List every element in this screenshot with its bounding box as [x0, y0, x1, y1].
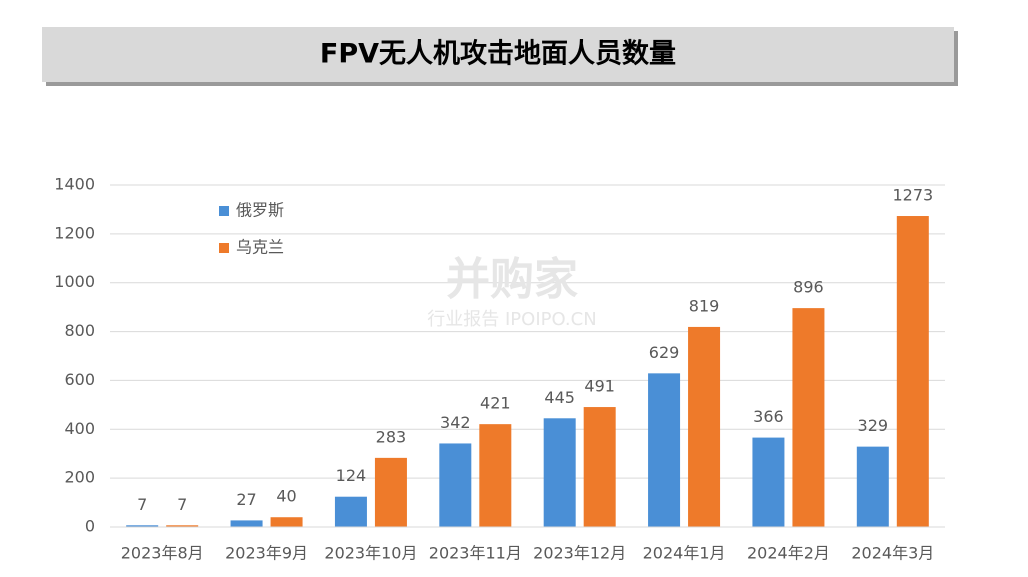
x-tick-label: 2024年3月	[851, 544, 934, 563]
value-label: 819	[689, 296, 720, 315]
value-label: 40	[276, 487, 296, 506]
value-label: 1273	[892, 186, 933, 205]
y-tick-label: 1000	[54, 272, 95, 291]
x-tick-label: 2023年9月	[225, 544, 308, 563]
y-tick-label: 1200	[54, 223, 95, 242]
x-tick-label: 2023年10月	[324, 544, 417, 563]
x-tick-label: 2024年1月	[643, 544, 726, 563]
legend-swatch	[219, 243, 229, 253]
bar	[479, 424, 512, 527]
bar	[270, 517, 303, 527]
value-label: 283	[376, 427, 407, 446]
legend-swatch	[219, 206, 229, 216]
x-tick-label: 2024年2月	[747, 544, 830, 563]
bar	[334, 496, 367, 527]
bar	[648, 373, 681, 527]
value-label: 7	[137, 495, 147, 514]
watermark-sub: 行业报告 IPOIPO.CN	[427, 309, 596, 330]
value-label: 329	[858, 416, 889, 435]
chart-title: FPV无人机攻击地面人员数量	[320, 39, 676, 70]
value-label: 7	[177, 495, 187, 514]
bar	[166, 525, 199, 527]
bar	[230, 520, 263, 527]
value-label: 629	[649, 343, 680, 362]
y-tick-label: 0	[85, 517, 95, 536]
x-tick-label: 2023年8月	[121, 544, 204, 563]
value-label: 27	[236, 490, 256, 509]
bar	[374, 457, 407, 527]
legend-label: 乌克兰	[236, 238, 284, 257]
value-label: 445	[544, 388, 575, 407]
y-tick-label: 400	[64, 419, 95, 438]
watermark: 并购家	[446, 254, 578, 305]
value-label: 342	[440, 413, 471, 432]
bar	[792, 308, 825, 527]
bar	[439, 443, 472, 527]
bar	[126, 525, 159, 527]
value-label: 421	[480, 394, 511, 413]
value-label: 124	[336, 466, 367, 485]
value-label: 366	[753, 407, 784, 426]
y-tick-label: 1400	[54, 175, 95, 194]
legend-label: 俄罗斯	[236, 201, 284, 220]
y-tick-label: 800	[64, 321, 95, 340]
value-label: 491	[584, 377, 615, 396]
x-tick-label: 2023年11月	[429, 544, 522, 563]
x-tick-label: 2023年12月	[533, 544, 626, 563]
banner	[42, 27, 954, 82]
bar	[688, 326, 721, 527]
bar	[583, 407, 616, 527]
value-label: 896	[793, 278, 824, 297]
bar	[543, 418, 576, 527]
y-tick-label: 200	[64, 468, 95, 487]
bar	[752, 437, 785, 527]
bar	[896, 216, 929, 527]
y-tick-label: 600	[64, 370, 95, 389]
bar	[856, 446, 889, 527]
